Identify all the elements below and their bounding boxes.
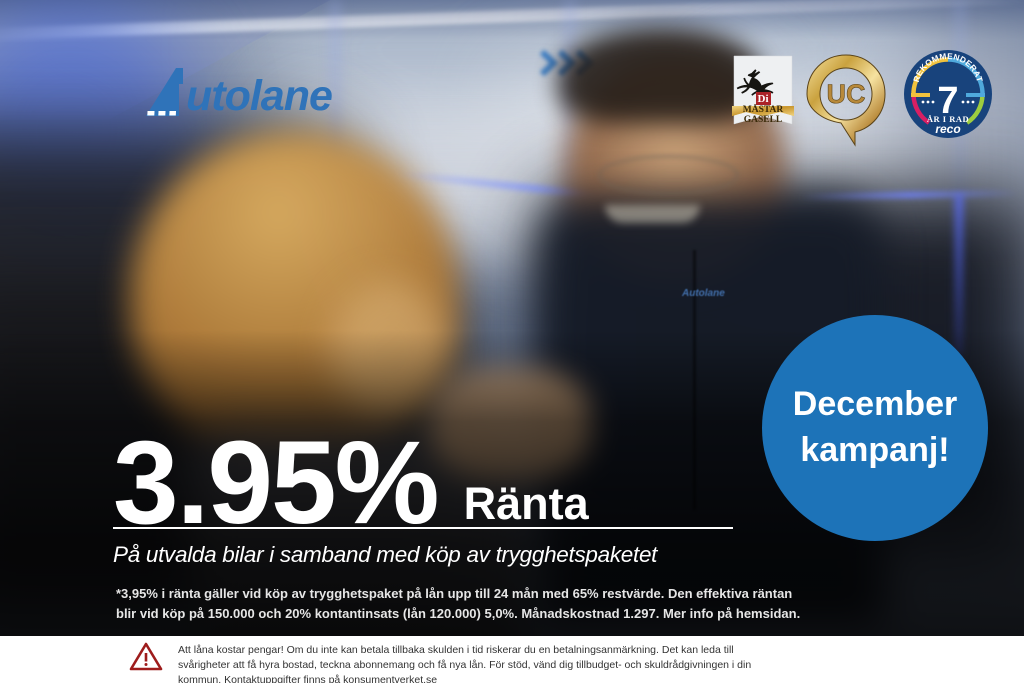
svg-text:GASELL: GASELL	[744, 115, 783, 125]
svg-text:reco: reco	[935, 122, 960, 136]
svg-text:utolane: utolane	[186, 72, 332, 120]
svg-text:UC: UC	[827, 79, 866, 109]
svg-text:MÅSTAR: MÅSTAR	[743, 103, 784, 115]
svg-text:Di: Di	[758, 93, 769, 105]
